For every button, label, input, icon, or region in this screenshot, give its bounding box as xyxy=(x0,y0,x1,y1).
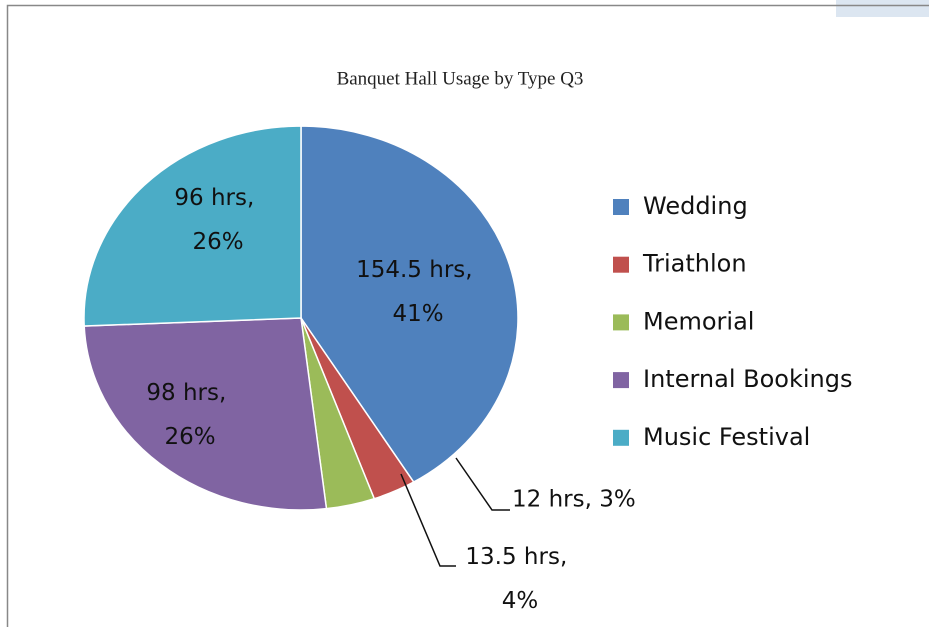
pie-slice xyxy=(300,125,519,484)
legend-swatch xyxy=(613,429,629,446)
chart-title: Banquet Hall Usage by Type Q3 xyxy=(337,68,584,89)
legend-swatch xyxy=(613,314,629,331)
data-label: 13.5 hrs, 4% xyxy=(465,544,574,614)
data-label: 96 hrs, 26% xyxy=(174,185,261,255)
legend-label: Wedding xyxy=(643,192,748,220)
legend-label: Internal Bookings xyxy=(643,365,852,393)
legend: Wedding Triathlon Memorial Internal Booking… xyxy=(613,192,852,451)
legend-label: Triathlon xyxy=(642,250,747,278)
legend-swatch xyxy=(613,199,629,215)
data-label: 98 hrs, 26% xyxy=(146,380,233,450)
leader-line xyxy=(455,457,510,511)
pie-slice xyxy=(83,317,328,511)
legend-label: Memorial xyxy=(643,307,754,335)
data-label: 12 hrs, 3% xyxy=(512,487,636,513)
data-labels: 154.5 hrs, 41% 12 hrs, 3% 13.5 hrs, 4% 98 h… xyxy=(146,185,635,614)
legend-swatch xyxy=(613,372,629,389)
legend-label: Music Festival xyxy=(643,423,810,451)
leader-line xyxy=(400,473,456,567)
cell-highlight xyxy=(836,0,929,17)
chart-frame xyxy=(6,4,929,627)
pie-slice xyxy=(83,125,302,327)
pie xyxy=(83,125,519,511)
legend-swatch xyxy=(613,256,629,273)
data-label: 154.5 hrs, 41% xyxy=(356,257,480,327)
